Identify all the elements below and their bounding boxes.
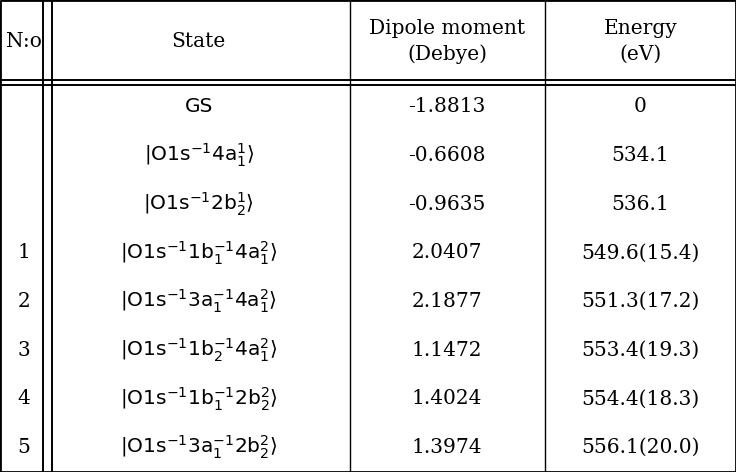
Text: $|\mathrm{O1s}^{-1}\mathrm{1b}_2^{-1}\mathrm{4a}_1^{2}\rangle$: $|\mathrm{O1s}^{-1}\mathrm{1b}_2^{-1}\ma… [120,337,277,364]
Text: $|\mathrm{O1s}^{-1}\mathrm{2b}_2^{1}\rangle$: $|\mathrm{O1s}^{-1}\mathrm{2b}_2^{1}\ran… [144,191,254,218]
Text: GS: GS [185,97,213,117]
Text: 549.6(15.4): 549.6(15.4) [581,244,699,262]
Text: 536.1: 536.1 [612,195,669,214]
Text: 1: 1 [18,244,30,262]
Text: State: State [171,32,226,51]
Text: Energy
(eV): Energy (eV) [604,19,677,63]
Text: N:o: N:o [6,32,42,51]
Text: 1.1472: 1.1472 [412,341,482,360]
Text: $|\mathrm{O1s}^{-1}\mathrm{1b}_1^{-1}\mathrm{2b}_2^{2}\rangle$: $|\mathrm{O1s}^{-1}\mathrm{1b}_1^{-1}\ma… [120,385,277,413]
Text: 556.1(20.0): 556.1(20.0) [581,438,700,457]
Text: 2.1877: 2.1877 [412,292,482,311]
Text: 4: 4 [18,389,30,408]
Text: 553.4(19.3): 553.4(19.3) [581,341,699,360]
Text: 554.4(18.3): 554.4(18.3) [581,389,699,408]
Text: $|\mathrm{O1s}^{-1}\mathrm{3a}_1^{-1}\mathrm{2b}_2^{2}\rangle$: $|\mathrm{O1s}^{-1}\mathrm{3a}_1^{-1}\ma… [120,434,277,461]
Text: 5: 5 [18,438,30,457]
Text: Dipole moment
(Debye): Dipole moment (Debye) [369,19,526,64]
Text: 3: 3 [18,341,30,360]
Text: 1.4024: 1.4024 [412,389,482,408]
Text: $|\mathrm{O1s}^{-1}\mathrm{1b}_1^{-1}\mathrm{4a}_1^{2}\rangle$: $|\mathrm{O1s}^{-1}\mathrm{1b}_1^{-1}\ma… [120,239,277,267]
Text: -1.8813: -1.8813 [408,97,486,117]
Text: 1.3974: 1.3974 [412,438,482,457]
Text: $|\mathrm{O1s}^{-1}\mathrm{3a}_1^{-1}\mathrm{4a}_1^{2}\rangle$: $|\mathrm{O1s}^{-1}\mathrm{3a}_1^{-1}\ma… [120,288,277,315]
Text: 534.1: 534.1 [612,146,669,165]
Text: $|\mathrm{O1s}^{-1}\mathrm{4a}_1^{1}\rangle$: $|\mathrm{O1s}^{-1}\mathrm{4a}_1^{1}\ran… [144,142,254,169]
Text: -0.9635: -0.9635 [408,195,486,214]
Text: 0: 0 [634,97,647,117]
Text: 2: 2 [18,292,30,311]
Text: 551.3(17.2): 551.3(17.2) [581,292,699,311]
Text: 2.0407: 2.0407 [412,244,482,262]
Text: -0.6608: -0.6608 [408,146,486,165]
